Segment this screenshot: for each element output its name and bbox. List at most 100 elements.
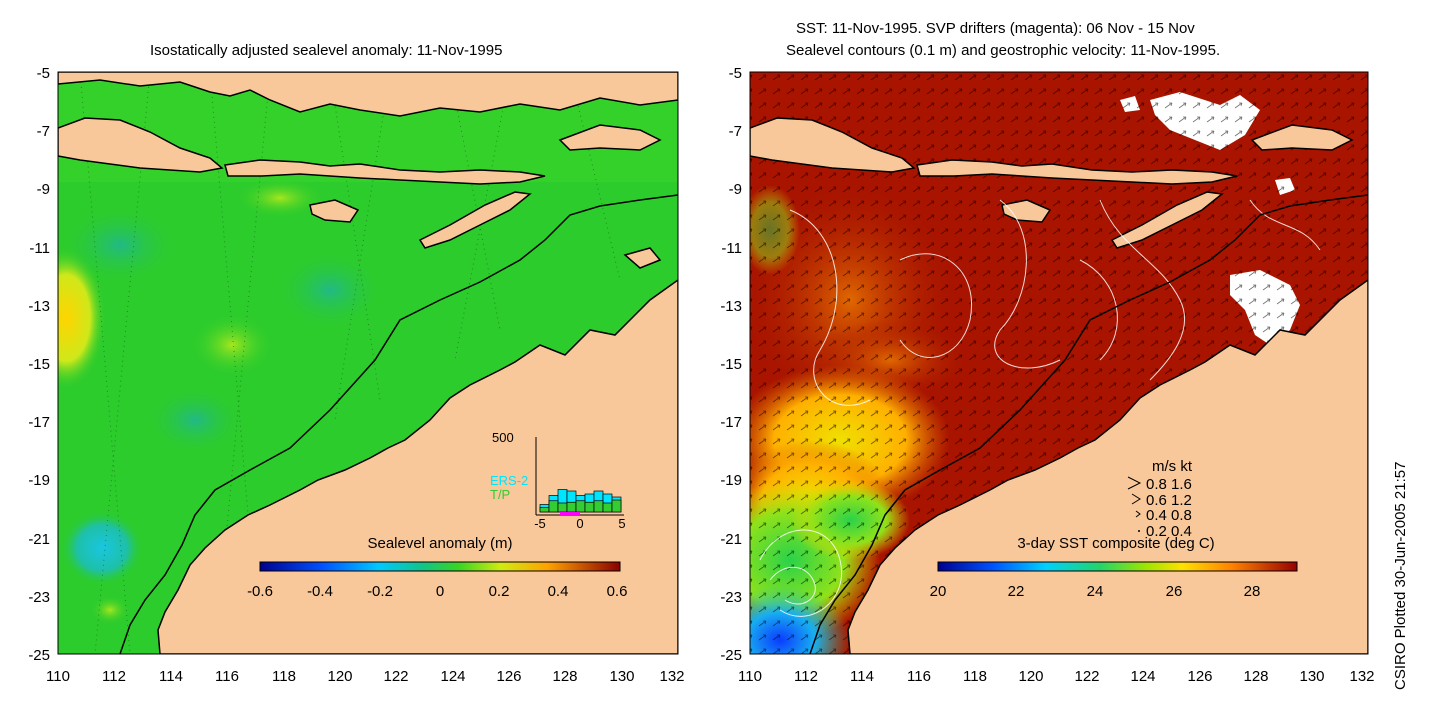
sla-colorbar-tick: -0.4 [307,583,333,600]
lon-tick: 126 [496,668,521,685]
sla-low-anomaly [60,510,144,586]
lon-tick: 128 [552,668,577,685]
lon-tick: 122 [1074,668,1099,685]
lat-tick: -21 [28,531,50,548]
sulawesi-banda-land [58,72,678,117]
sst-colorbar-tick: 28 [1244,583,1261,600]
lon-tick: 122 [383,668,408,685]
lat-tick: -19 [28,472,50,489]
sla-colorbar-tick: 0 [436,583,444,600]
lat-tick: -7 [37,123,50,140]
lon-tick: 114 [850,668,874,685]
lon-tick: 120 [327,668,352,685]
left-map-frame [57,71,679,655]
velocity-legend-row: 0.8 1.6 [1146,476,1192,493]
right-map-title-line1: SST: 11-Nov-1995. SVP drifters (magenta)… [796,20,1195,37]
sla-colorbar-tick: -0.2 [367,583,393,600]
lon-tick: 120 [1018,668,1043,685]
lat-tick: -15 [720,356,742,373]
right-map: -5 -7 -9 -11 -13 -15 -17 -19 -21 -23 -25… [720,65,1374,685]
lat-tick: -11 [721,240,742,257]
inset-tp-bar [557,502,568,513]
velocity-legend-row: 0.2 0.4 [1146,523,1192,540]
lat-tick: -25 [28,647,50,664]
inset-tp-bar [602,502,613,513]
inset-tp-bar [539,507,550,513]
lat-tick: -23 [28,589,50,606]
lat-tick: -15 [28,356,50,373]
lon-tick: 130 [1299,668,1324,685]
inset-xtick: 0 [576,516,583,531]
inset-ers2-label: ERS-2 [490,473,528,488]
lat-tick: -5 [729,65,742,82]
australia-landmass [157,279,678,654]
lat-tick: -9 [37,181,50,198]
lat-tick: -23 [720,589,742,606]
plot-credit: CSIRO Plotted 30-Jun-2005 21:57 [1392,461,1409,690]
lon-tick: 128 [1243,668,1268,685]
lat-tick: -21 [720,531,742,548]
sumba-island [1001,199,1052,223]
sst-colorbar-label: 3-day SST composite (deg C) [1017,535,1214,552]
sst-colorbar-tick: 22 [1008,583,1025,600]
lon-tick: 126 [1187,668,1212,685]
sla-high-anomaly [58,246,106,390]
inset-tp-bar [584,501,595,513]
sumba-island [309,199,360,223]
lat-tick: -17 [720,414,742,431]
sealevel-contours [759,199,1321,617]
lon-tick: 118 [272,668,296,685]
sst-colorbar-tick: 26 [1166,583,1183,600]
lat-tick: -25 [720,647,742,664]
inset-tp-bar [611,499,622,513]
lat-tick: -11 [29,240,50,257]
right-lon-axis: 110 112 114 116 118 120 122 124 126 128 … [738,668,1374,685]
legend-arrow-icon [1131,493,1141,505]
sla-colorbar-tick: 0.4 [548,583,569,600]
java-island [750,117,916,173]
inset-tp-label: T/P [490,487,510,502]
left-lat-axis: -5 -7 -9 -11 -13 -15 -17 -19 -21 -23 -25 [28,65,50,664]
inset-xtick: 5 [618,516,625,531]
left-map: -5 -7 -9 -11 -13 -15 -17 -19 -21 -23 -25… [28,65,684,685]
lat-tick: -13 [28,298,50,315]
java-island [58,117,224,173]
lon-tick: 132 [1349,668,1374,685]
lat-tick: -17 [28,414,50,431]
track-count-inset: 500 ERS-2 T/P -5 0 5 [490,430,626,531]
right-lat-axis: -5 -7 -9 -11 -13 -15 -17 -19 -21 -23 -25 [720,65,742,664]
inset-ymax-label: 500 [492,430,514,445]
velocity-legend-row: 0.4 0.8 [1146,507,1192,524]
sla-colorbar-tick: -0.6 [247,583,273,600]
sst-colorbar-tick: 24 [1087,583,1104,600]
lon-tick: 110 [738,668,762,685]
sla-colorbar-tick: 0.2 [489,583,510,600]
satellite-tracks [79,72,621,654]
lat-tick: -7 [729,123,742,140]
velocity-legend: m/s kt 0.8 1.6 0.6 1.2 0.4 0.8 0.2 0.4 [1127,458,1193,540]
inset-tp-bar [575,500,586,513]
legend-arrow-icon [1127,476,1142,490]
lon-tick: 112 [794,668,818,685]
right-map-frame [749,71,1369,655]
inset-tp-bar [548,500,559,513]
lon-tick: 130 [609,668,634,685]
left-lon-axis: 110 112 114 116 118 120 122 124 126 128 … [46,668,684,685]
lon-tick: 124 [440,668,465,685]
timor-island [418,191,532,249]
inset-tp-bar [566,501,577,513]
sst-colorbar-tick: 20 [930,583,947,600]
velocity-legend-header: m/s kt [1152,458,1193,475]
lat-tick: -9 [729,181,742,198]
velocity-legend-row: 0.6 1.2 [1146,492,1192,509]
sla-colorbar: Sealevel anomaly (m) -0.6 -0.4 -0.2 0 0.… [247,535,627,600]
right-map-title-line2: Sealevel contours (0.1 m) and geostrophi… [786,42,1221,59]
shelf-edge-contour [809,194,1368,654]
lon-tick: 124 [1130,668,1155,685]
nusa-tenggara-islands [916,159,1238,185]
lon-tick: 118 [963,668,987,685]
legend-arrow-icon [1138,530,1140,532]
sst-colorbar: 3-day SST composite (deg C) 20 22 24 26 … [930,535,1298,600]
lat-tick: -5 [37,65,50,82]
shelf-edge-contour [119,194,678,654]
